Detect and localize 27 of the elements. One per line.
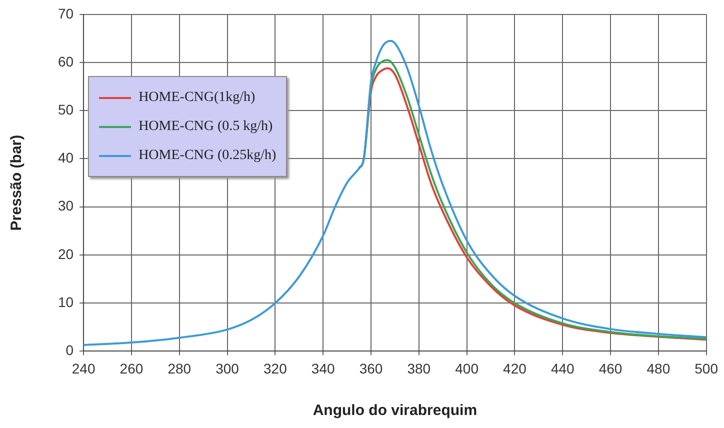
x-tick-label: 420 [503,360,527,376]
y-tick-label: 0 [66,342,74,358]
y-tick-label: 20 [58,246,74,262]
legend-label: HOME-CNG (0.25kg/h) [138,148,276,164]
x-tick-label: 320 [264,360,288,376]
x-tick-label: 280 [168,360,192,376]
x-tick-label: 500 [694,360,718,376]
x-tick-label: 340 [311,360,335,376]
y-tick-label: 40 [58,150,74,166]
y-tick-label: 30 [58,198,74,214]
x-tick-label: 380 [407,360,431,376]
x-axis-title: Angulo do virabrequim [312,402,478,420]
y-axis-title: Pressão (bar) [8,134,26,231]
x-tick-label: 360 [359,360,383,376]
y-tick-label: 10 [58,294,74,310]
x-tick-label: 480 [646,360,670,376]
legend-label: HOME-CNG(1kg/h) [138,90,256,106]
y-tick-label: 60 [58,53,74,70]
y-tick-label: 70 [58,5,74,22]
x-tick-label: 240 [72,360,96,376]
x-tick-label: 300 [216,360,240,376]
x-tick-label: 260 [120,360,144,376]
x-tick-label: 440 [550,360,574,376]
legend-label: HOME-CNG (0.5 kg/h) [138,118,273,135]
y-tick-label: 50 [58,101,74,118]
x-tick-label: 460 [598,360,622,376]
x-tick-label: 400 [455,360,479,376]
